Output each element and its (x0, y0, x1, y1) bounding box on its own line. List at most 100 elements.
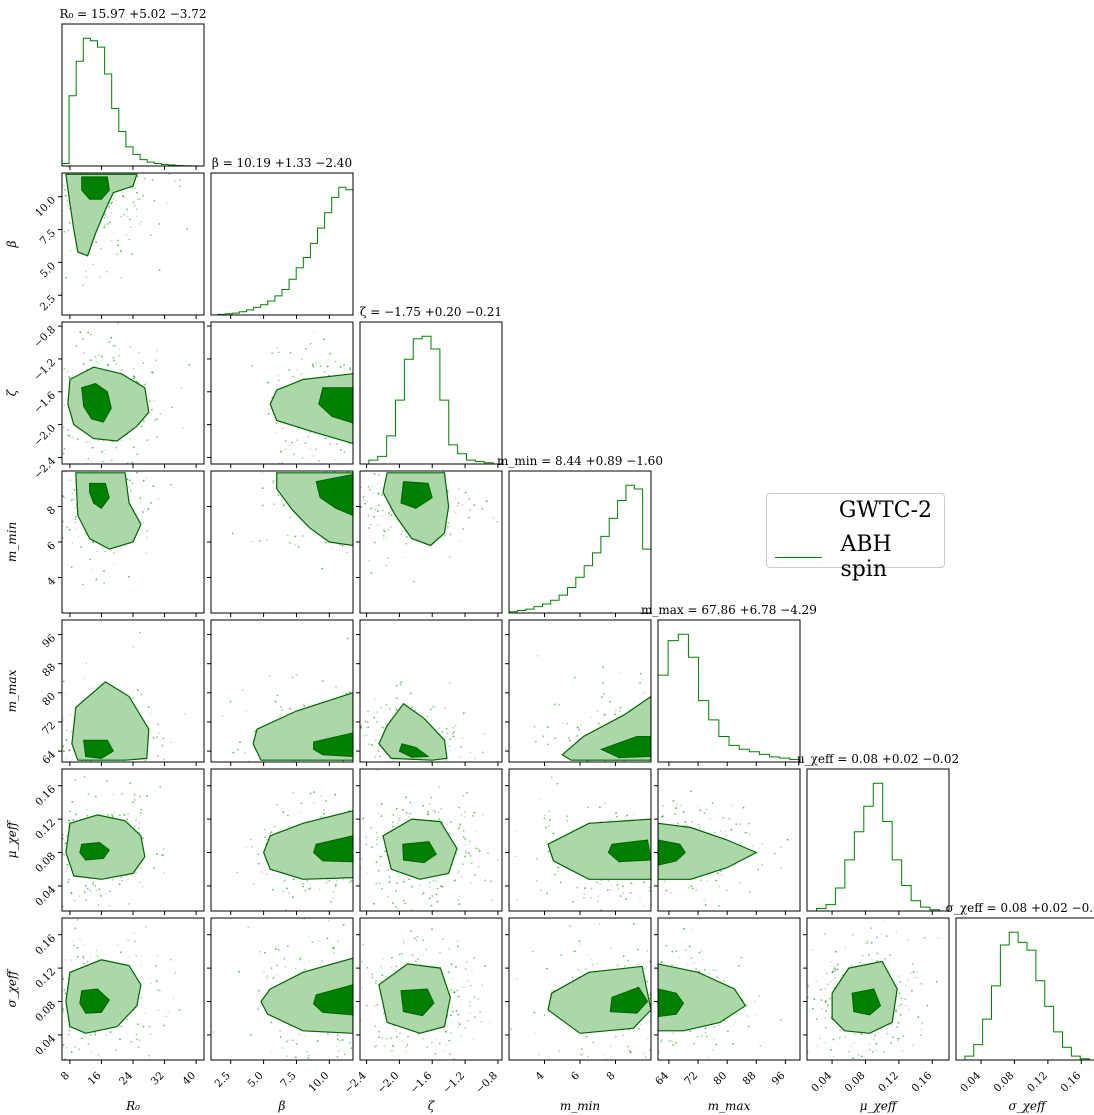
scatter-point (321, 960, 323, 963)
scatter-point (157, 1009, 160, 1012)
y-tick-label: 8 (45, 504, 58, 517)
y-tick-label: 0.12 (33, 966, 58, 991)
scatter-point (330, 547, 333, 550)
scatter-point (536, 857, 538, 860)
scatter-point (161, 459, 163, 461)
scatter-point (285, 762, 287, 764)
scatter-point (65, 417, 67, 419)
scatter-point (54, 744, 56, 746)
scatter-point (460, 875, 463, 878)
scatter-point (724, 830, 726, 833)
scatter-point (403, 877, 406, 880)
scatter-point (63, 989, 66, 991)
scatter-point (302, 882, 304, 885)
scatter-point (280, 436, 282, 438)
scatter-point (421, 953, 424, 956)
scatter-point (66, 526, 68, 528)
scatter-point (110, 239, 113, 242)
scatter-point (340, 448, 342, 451)
scatter-point (29, 151, 31, 153)
scatter-point (380, 876, 382, 878)
scatter-point (294, 535, 297, 538)
scatter-point (19, 209, 21, 211)
scatter-point (139, 163, 141, 165)
scatter-point (0, 463, 2, 465)
scatter-point (438, 1042, 441, 1045)
scatter-point (146, 530, 148, 532)
scatter-point (628, 897, 630, 899)
scatter-point (574, 773, 576, 775)
scatter-point (361, 745, 363, 747)
scatter-point (426, 715, 429, 718)
scatter-point (372, 772, 374, 774)
scatter-point (372, 722, 374, 724)
scatter-point (385, 783, 387, 785)
panel-beta-vs-beta: β = 10.19 +1.33 −2.40 (210, 156, 354, 319)
scatter-point (725, 707, 727, 709)
scatter-point (66, 863, 69, 866)
scatter-point (82, 461, 84, 463)
contour-1sigma (313, 835, 353, 863)
scatter-point (102, 455, 104, 457)
scatter-point (106, 144, 108, 146)
scatter-point (365, 379, 367, 381)
scatter-point (361, 737, 363, 739)
scatter-point (402, 793, 404, 795)
scatter-point (468, 509, 471, 512)
scatter-point (24, 959, 26, 961)
scatter-point (761, 863, 763, 866)
scatter-point (341, 1039, 344, 1041)
scatter-point (597, 895, 600, 897)
scatter-point (130, 1040, 133, 1043)
scatter-point (73, 124, 75, 126)
scatter-point (80, 451, 82, 453)
scatter-point (457, 899, 460, 901)
scatter-point (639, 672, 642, 675)
scatter-point (548, 825, 550, 827)
scatter-point (296, 1043, 298, 1045)
scatter-point (371, 1052, 373, 1054)
scatter-point (608, 913, 610, 915)
scatter-point (617, 888, 620, 891)
scatter-point (450, 1014, 452, 1017)
scatter-point (69, 443, 71, 445)
scatter-point (120, 951, 122, 953)
scatter-point (356, 515, 358, 517)
scatter-point (450, 1032, 452, 1034)
scatter-point (632, 885, 634, 887)
scatter-point (445, 727, 448, 730)
scatter-point (414, 459, 416, 461)
scatter-point (388, 875, 391, 878)
scatter-point (458, 457, 460, 459)
contour-1sigma (318, 387, 353, 424)
scatter-point (283, 504, 285, 507)
scatter-point (716, 739, 718, 741)
scatter-point (87, 448, 89, 450)
scatter-point (354, 390, 356, 392)
scatter-point (67, 782, 69, 784)
scatter-point (422, 459, 424, 461)
scatter-point (667, 753, 669, 755)
scatter-point (718, 751, 720, 753)
scatter-point (58, 1051, 60, 1053)
scatter-point (280, 500, 283, 502)
scatter-point (411, 885, 413, 888)
scatter-point (461, 737, 464, 739)
scatter-point (661, 820, 663, 822)
panel-mmin-vs-R0: 468 (0, 417, 205, 617)
scatter-point (452, 732, 454, 735)
scatter-point (354, 1015, 356, 1017)
scatter-point (366, 872, 369, 875)
scatter-point (728, 817, 731, 820)
scatter-point (376, 769, 379, 772)
scatter-point (422, 892, 425, 894)
scatter-point (154, 419, 156, 421)
scatter-point (687, 708, 689, 710)
scatter-point (369, 961, 371, 963)
scatter-point (477, 998, 480, 1000)
scatter-point (380, 803, 383, 805)
scatter-point (258, 540, 261, 542)
scatter-point (142, 420, 145, 422)
scatter-point (357, 1005, 359, 1007)
panel-frame (210, 768, 354, 912)
